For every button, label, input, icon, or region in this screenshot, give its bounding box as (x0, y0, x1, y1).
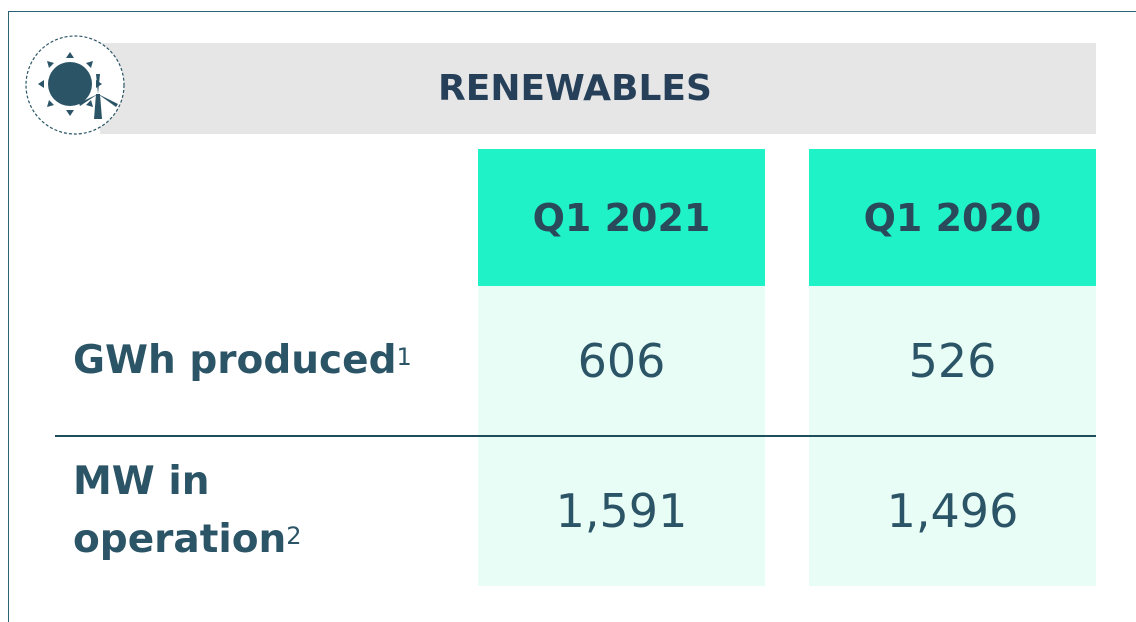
row-divider (55, 435, 1096, 437)
renewables-icon (25, 35, 125, 135)
row-label-name: MW in operation (73, 459, 287, 562)
table-cell: 526 (809, 286, 1096, 436)
row-label: GWh produced1 (73, 286, 473, 436)
frame-line (8, 11, 1136, 12)
footnote-mark: 1 (396, 343, 412, 371)
row-label-text: GWh produced1 (73, 332, 412, 390)
column-header: Q1 2020 (809, 149, 1096, 286)
row-label-name: GWh produced (73, 338, 397, 383)
frame-line (8, 11, 9, 622)
header-bar (100, 43, 1096, 134)
table-cell: 1,496 (809, 436, 1096, 586)
row-label: MW in operation2 (73, 436, 323, 586)
table-cell: 1,591 (478, 436, 765, 586)
row-label-text: MW in operation2 (73, 453, 323, 569)
column-header: Q1 2021 (478, 149, 765, 286)
footnote-mark: 2 (286, 522, 302, 550)
header-title: RENEWABLES (438, 68, 712, 109)
table-cell: 606 (478, 286, 765, 436)
